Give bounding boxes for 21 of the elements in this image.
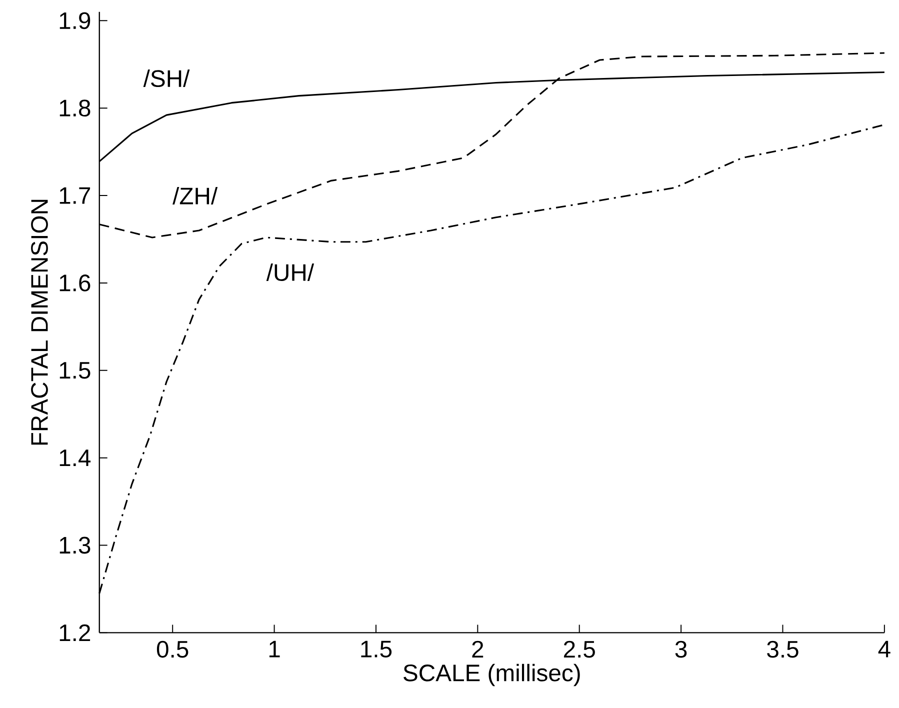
y-tick-label: 1.2 bbox=[60, 624, 90, 642]
x-tick-label: 2 bbox=[472, 641, 484, 658]
series-label: /ZH/ bbox=[172, 187, 218, 205]
x-tick-label: 4 bbox=[878, 641, 890, 658]
y-tick-label: 1.3 bbox=[60, 537, 90, 554]
x-tick-label: 1.5 bbox=[361, 641, 392, 658]
x-tick-label: 0.5 bbox=[156, 641, 188, 658]
x-tick-label: 2.5 bbox=[564, 641, 595, 658]
y-tick-label: 1.8 bbox=[60, 100, 90, 117]
y-tick-label: 1.9 bbox=[60, 12, 90, 30]
series-label: /UH/ bbox=[266, 264, 314, 282]
y-tick-label: 1.7 bbox=[60, 188, 90, 204]
y-axis-title: FRACTAL DIMENSION bbox=[31, 200, 48, 445]
y-tick-label: 1.4 bbox=[60, 450, 91, 466]
y-tick-label: 1.5 bbox=[60, 362, 90, 379]
x-tick-label: 3.5 bbox=[767, 641, 798, 658]
y-tick-label: 1.6 bbox=[60, 274, 90, 292]
series-label: /SH/ bbox=[143, 70, 190, 88]
x-axis-title: SCALE (millisec) bbox=[404, 664, 580, 686]
x-tick-label: 1 bbox=[269, 641, 280, 658]
x-tick-label: 3 bbox=[675, 641, 687, 658]
